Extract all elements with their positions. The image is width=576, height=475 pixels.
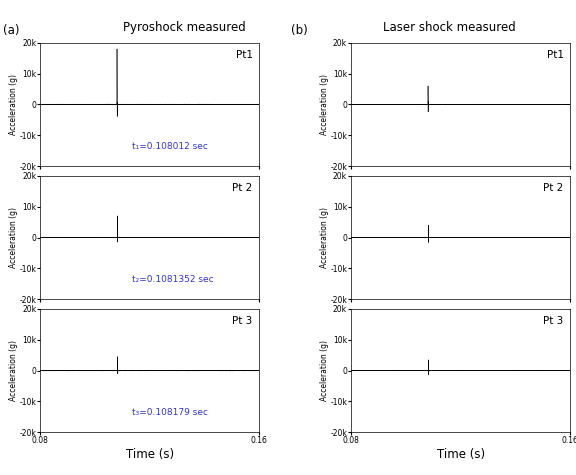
Y-axis label: Acceleration (g): Acceleration (g): [320, 207, 329, 268]
Text: Pyroshock measured: Pyroshock measured: [123, 21, 246, 34]
Y-axis label: Acceleration (g): Acceleration (g): [9, 207, 18, 268]
Y-axis label: Acceleration (g): Acceleration (g): [9, 74, 18, 135]
Text: Pt 2: Pt 2: [233, 183, 253, 193]
Text: t₂=0.1081352 sec: t₂=0.1081352 sec: [132, 276, 214, 285]
Text: Pt1: Pt1: [547, 50, 564, 60]
Text: Pt1: Pt1: [236, 50, 253, 60]
Y-axis label: Acceleration (g): Acceleration (g): [9, 340, 18, 401]
Text: t₁=0.108012 sec: t₁=0.108012 sec: [132, 142, 208, 151]
Text: (a): (a): [3, 24, 20, 37]
X-axis label: Time (s): Time (s): [126, 448, 174, 461]
Text: Pt 2: Pt 2: [543, 183, 564, 193]
Text: Pt 3: Pt 3: [543, 316, 564, 326]
Text: Pt 3: Pt 3: [233, 316, 253, 326]
Y-axis label: Acceleration (g): Acceleration (g): [320, 340, 329, 401]
Text: (b): (b): [291, 24, 308, 37]
Y-axis label: Acceleration (g): Acceleration (g): [320, 74, 329, 135]
Text: t₃=0.108179 sec: t₃=0.108179 sec: [132, 408, 209, 418]
Text: Laser shock measured: Laser shock measured: [383, 21, 516, 34]
X-axis label: Time (s): Time (s): [437, 448, 485, 461]
